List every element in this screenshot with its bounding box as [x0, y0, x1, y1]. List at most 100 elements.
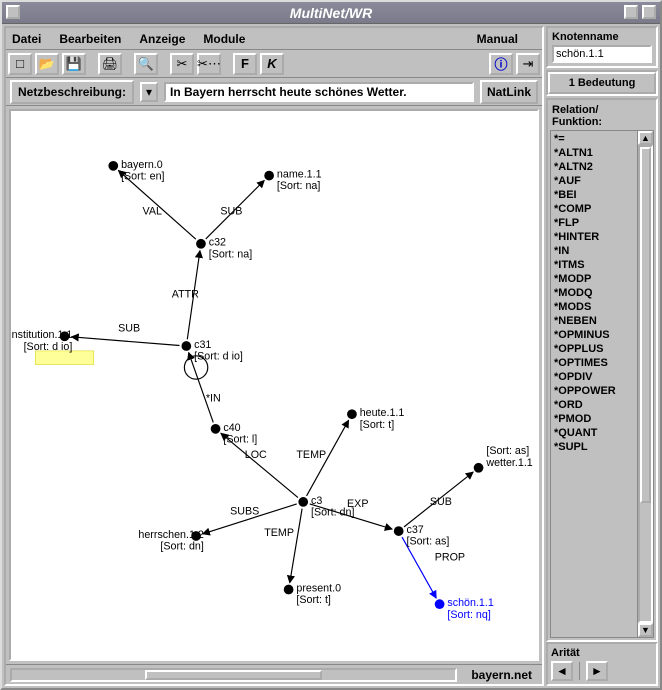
knotenname-input[interactable]: [552, 45, 652, 63]
exit-button[interactable]: ⇥: [516, 53, 540, 75]
relation-item[interactable]: *AUF: [554, 174, 634, 188]
relation-item[interactable]: *HINTER: [554, 230, 634, 244]
scroll-down-icon[interactable]: ▼: [638, 623, 653, 637]
relation-item[interactable]: *BEI: [554, 188, 634, 202]
relation-item[interactable]: *FLP: [554, 216, 634, 230]
relation-item[interactable]: *ITMS: [554, 258, 634, 272]
svg-text:bayern.0: bayern.0: [121, 159, 163, 171]
svg-text:c31: c31: [194, 339, 211, 351]
svg-text:[Sort: d io]: [Sort: d io]: [24, 341, 73, 353]
filename-label: bayern.net: [471, 668, 532, 682]
relation-item[interactable]: *ORD: [554, 398, 634, 412]
menu-datei[interactable]: Datei: [12, 32, 41, 46]
new-button[interactable]: □: [8, 53, 32, 75]
cut-button[interactable]: ✂: [170, 53, 194, 75]
save-button[interactable]: 💾: [62, 53, 86, 75]
svg-text:PROP: PROP: [435, 551, 465, 563]
aritaet-prev-button[interactable]: ◄: [551, 661, 573, 681]
svg-text:c37: c37: [406, 524, 423, 536]
relation-scrollbar[interactable]: ▲ ▼: [637, 131, 653, 637]
print-button[interactable]: 🖨: [98, 53, 122, 75]
svg-text:[Sort: nq]: [Sort: nq]: [447, 609, 490, 621]
svg-text:[Sort: na]: [Sort: na]: [277, 180, 320, 192]
svg-text:[Sort: na]: [Sort: na]: [209, 248, 252, 260]
zoom-button[interactable]: 🔍: [134, 53, 158, 75]
knotenname-section: Knotenname: [546, 26, 658, 68]
svg-text:[Sort: as]: [Sort: as]: [486, 445, 529, 457]
bold-button[interactable]: F: [233, 53, 257, 75]
relation-item[interactable]: *MODS: [554, 300, 634, 314]
graph-canvas[interactable]: VALSUBATTRSUB*INLOCTEMPSUBSTEMPEXPSUBPRO…: [9, 109, 539, 661]
h-scrollbar[interactable]: [10, 668, 457, 682]
relation-item[interactable]: *IN: [554, 244, 634, 258]
svg-text:c32: c32: [209, 237, 226, 249]
svg-text:c3: c3: [311, 495, 322, 507]
relation-item[interactable]: *OPPLUS: [554, 342, 634, 356]
svg-text:[Sort: en]: [Sort: en]: [121, 170, 164, 182]
aritaet-title: Arität: [551, 647, 653, 659]
svg-text:ATTR: ATTR: [172, 288, 199, 300]
svg-text:present.0: present.0: [296, 583, 341, 595]
relation-item[interactable]: *OPTIMES: [554, 356, 634, 370]
svg-text:[Sort: t]: [Sort: t]: [360, 419, 395, 431]
maximize-button[interactable]: [642, 5, 656, 19]
minimize-button[interactable]: [624, 5, 638, 19]
relation-item[interactable]: *ALTN1: [554, 146, 634, 160]
relation-item[interactable]: *OPMINUS: [554, 328, 634, 342]
aritaet-section: Arität ◄ ►: [546, 642, 658, 686]
svg-text:SUB: SUB: [430, 496, 452, 508]
main-panel: Datei Bearbeiten Anzeige Module Manual □…: [4, 26, 544, 686]
relation-item[interactable]: *MODQ: [554, 286, 634, 300]
open-button[interactable]: 📂: [35, 53, 59, 75]
description-row: Netzbeschreibung: ▾ NatLink: [6, 78, 542, 106]
relation-item[interactable]: *PMOD: [554, 412, 634, 426]
info-button[interactable]: ⓘ: [489, 53, 513, 75]
relation-item[interactable]: *=: [554, 132, 634, 146]
relation-item[interactable]: *MODP: [554, 272, 634, 286]
netzbeschreibung-label: Netzbeschreibung:: [10, 80, 134, 104]
statusbar: bayern.net: [6, 664, 542, 684]
relation-item[interactable]: *OPDIV: [554, 370, 634, 384]
menu-module[interactable]: Module: [203, 32, 245, 46]
aritaet-next-button[interactable]: ►: [586, 661, 608, 681]
scroll-up-icon[interactable]: ▲: [638, 131, 653, 145]
relation-item[interactable]: *OPPOWER: [554, 384, 634, 398]
menu-bearbeiten[interactable]: Bearbeiten: [59, 32, 121, 46]
svg-text:SUB: SUB: [220, 206, 242, 218]
svg-text:wetter.1.1: wetter.1.1: [485, 457, 532, 469]
svg-text:[Sort: l]: [Sort: l]: [223, 433, 257, 445]
bedeutung-section: 1 Bedeutung: [546, 70, 658, 96]
toolbar: □📂💾 🖨 🔍 ✂✂⋯ FKⓘ⇥: [6, 50, 542, 78]
titlebar: MultiNet/WR: [2, 2, 660, 24]
svg-text:*IN: *IN: [206, 393, 221, 405]
svg-text:LOC: LOC: [245, 449, 267, 461]
svg-text:herrschen.1.2: herrschen.1.2: [138, 529, 203, 541]
svg-text:[Sort: d io]: [Sort: d io]: [194, 351, 243, 363]
svg-text:heute.1.1: heute.1.1: [360, 407, 405, 419]
svg-text:VAL: VAL: [143, 206, 162, 218]
relation-list[interactable]: *=*ALTN1*ALTN2*AUF*BEI*COMP*FLP*HINTER*I…: [551, 131, 637, 637]
window-title: MultiNet/WR: [290, 5, 372, 21]
cut-multi-button[interactable]: ✂⋯: [197, 53, 221, 75]
relation-item[interactable]: *QUANT: [554, 426, 634, 440]
relation-item[interactable]: *COMP: [554, 202, 634, 216]
svg-text:schön.1.1: schön.1.1: [447, 597, 493, 609]
relation-item[interactable]: *ALTN2: [554, 160, 634, 174]
relation-item[interactable]: *SUPL: [554, 440, 634, 454]
italic-button[interactable]: K: [260, 53, 284, 75]
bedeutung-button[interactable]: 1 Bedeutung: [548, 72, 656, 94]
menu-anzeige[interactable]: Anzeige: [139, 32, 185, 46]
svg-text:[Sort: dn]: [Sort: dn]: [311, 507, 354, 519]
netzbeschreibung-input[interactable]: [164, 82, 474, 102]
svg-text:name.1.1: name.1.1: [277, 169, 322, 181]
relation-item[interactable]: *NEBEN: [554, 314, 634, 328]
svg-text:TEMP: TEMP: [296, 449, 326, 461]
svg-text:[Sort: t]: [Sort: t]: [296, 594, 331, 606]
sysmenu-button[interactable]: [6, 5, 20, 19]
menu-manual[interactable]: Manual: [477, 32, 518, 46]
natlink-button[interactable]: NatLink: [480, 80, 538, 104]
netzbeschreibung-dropdown[interactable]: ▾: [140, 82, 158, 102]
svg-text:SUB: SUB: [118, 322, 140, 334]
svg-text:[Sort: dn]: [Sort: dn]: [160, 541, 203, 553]
svg-text:SUBS: SUBS: [230, 506, 259, 518]
